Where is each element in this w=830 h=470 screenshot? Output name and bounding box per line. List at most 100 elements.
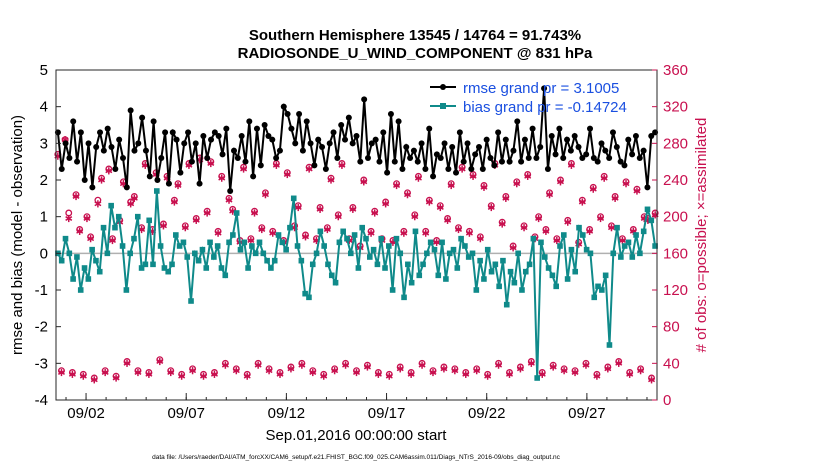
bias-point [443, 276, 449, 282]
legend-bias-marker [440, 103, 446, 109]
assimilated-obs-point [214, 229, 222, 237]
assimilated-obs-point [294, 203, 302, 212]
bias-point [249, 243, 255, 249]
bias-point [610, 250, 617, 257]
bias-point [325, 261, 331, 268]
rmse-point [598, 140, 605, 147]
assimilated-obs-point [556, 178, 564, 186]
bias-point [115, 213, 122, 220]
rmse-point [223, 125, 230, 132]
rmse-point [311, 162, 318, 169]
rmse-point [525, 155, 532, 161]
assimilated-obs-point [127, 200, 135, 208]
rmse-point [498, 158, 505, 165]
rmse-point [395, 118, 402, 125]
rmse-point [150, 118, 157, 125]
assimilated-obs-point [487, 203, 495, 212]
rmse-point [567, 147, 574, 154]
rmse-point [587, 125, 594, 132]
assimilated-obs-point [156, 357, 164, 366]
rmse-point [104, 125, 111, 132]
y-tick-label: 2 [40, 172, 48, 189]
assimilated-obs-point [167, 368, 175, 377]
rmse-point [231, 147, 238, 154]
assimilated-obs-point [516, 365, 524, 373]
bias-point [538, 239, 544, 246]
x-tick-label: 09/12 [268, 405, 306, 422]
rmse-point [391, 158, 398, 165]
rmse-point [211, 129, 218, 136]
rmse-point [292, 140, 299, 147]
bias-point [275, 232, 282, 238]
bias-point [344, 235, 350, 242]
rmse-point [269, 136, 276, 143]
rmse-point [433, 151, 440, 158]
rmse-point [288, 125, 295, 132]
y2-tick-label: 120 [663, 282, 688, 299]
rmse-point [387, 111, 394, 117]
bias-point [89, 246, 95, 253]
y2-tick-label: 360 [663, 62, 688, 79]
rmse-point [123, 184, 130, 191]
assimilated-obs-point [145, 370, 153, 378]
rmse-point [322, 166, 329, 172]
y-tick-label: 5 [40, 62, 48, 79]
bias-point [614, 224, 620, 231]
y2-tick-label: 320 [663, 99, 688, 116]
assimilated-obs-point [578, 198, 586, 206]
assimilated-obs-point [546, 191, 554, 199]
bias-point [359, 224, 366, 231]
rmse-point [142, 147, 149, 154]
bias-point [507, 268, 514, 275]
rmse-point [361, 96, 368, 103]
rmse-point [372, 136, 379, 143]
bias-point [454, 265, 461, 271]
bias-point [633, 232, 639, 238]
rmse-point [204, 155, 211, 161]
rmse-point [594, 158, 601, 165]
rmse-point [200, 133, 207, 139]
assimilated-obs-point [130, 194, 138, 202]
bias-point [439, 239, 445, 246]
bias-point [332, 279, 339, 286]
rmse-point [89, 184, 96, 191]
assimilated-obs-point [604, 365, 612, 373]
rmse-point [518, 158, 525, 165]
rmse-point [544, 166, 551, 172]
assimilated-obs-point [502, 194, 510, 202]
x-tick-label: 09/17 [368, 405, 406, 422]
bias-point [496, 283, 502, 290]
rmse-point [560, 155, 567, 161]
bias-point [561, 232, 567, 238]
bias-point [173, 232, 179, 238]
bias-point [401, 294, 407, 301]
assimilated-obs-point [607, 224, 615, 232]
bias-point [119, 243, 126, 249]
bias-point [62, 235, 69, 242]
assimilated-obs-point [567, 161, 575, 169]
bias-point [420, 261, 426, 268]
rmse-point [253, 125, 260, 132]
x-axis-label: Sep.01,2016 00:00:00 start [266, 427, 448, 444]
rmse-point [77, 129, 84, 136]
rmse-point [154, 177, 161, 183]
bias-point [131, 235, 137, 242]
bias-point [625, 239, 632, 246]
bias-point [648, 217, 655, 224]
rmse-point [284, 111, 291, 117]
assimilated-obs-point [400, 229, 408, 237]
assimilated-obs-point [323, 225, 331, 234]
bias-point [161, 265, 168, 271]
bias-point [146, 217, 152, 224]
assimilated-obs-point [112, 374, 120, 382]
assimilated-obs-point [338, 161, 346, 169]
bias-point [347, 250, 354, 257]
chart-title: Southern Hemisphere 13545 / 14764 = 91.7… [249, 27, 581, 44]
y-tick-label: 3 [40, 135, 48, 152]
assimilated-obs-point [411, 213, 419, 221]
rmse-point [70, 118, 77, 125]
bias-point [408, 279, 415, 286]
assimilated-obs-point [108, 236, 116, 245]
legend-rmse-marker [440, 84, 446, 90]
rmse-point [307, 140, 314, 147]
